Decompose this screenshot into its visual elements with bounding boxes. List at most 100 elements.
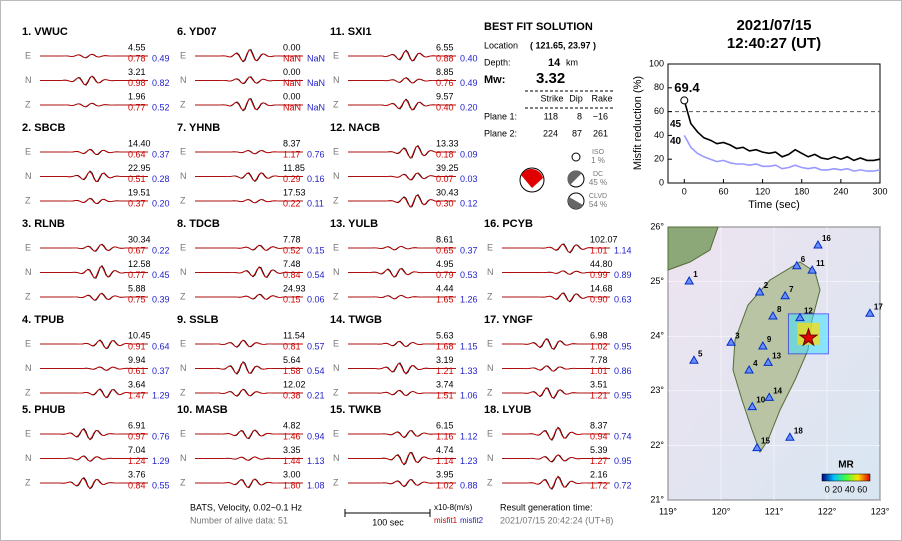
scale: 100 sec [372, 517, 404, 527]
misfit1: 0.38 [283, 390, 301, 400]
trace-syn [40, 102, 148, 108]
amplitude: 22.95 [128, 163, 151, 173]
amplitude: 39.25 [436, 163, 459, 173]
misfit1: 1.14 [436, 456, 454, 466]
trace-syn [348, 390, 456, 396]
misfit2: 0.37 [152, 149, 170, 159]
misfit2: 0.20 [460, 102, 478, 112]
component: Z [333, 195, 339, 205]
amplitude: 1.96 [128, 91, 146, 101]
misfit1: 1.02 [436, 480, 454, 490]
component: N [333, 75, 340, 85]
x-tick-label: 240 [833, 186, 848, 196]
misfit2: 0.95 [614, 390, 632, 400]
x-tick-label: 0 [682, 186, 687, 196]
gen-time: 2021/07/15 20:42:24 (UT+8) [500, 515, 613, 525]
misfit2: 0.74 [614, 431, 632, 441]
trace-syn [502, 292, 610, 302]
map-x-label: 123° [871, 506, 890, 516]
misfit2: 0.95 [614, 456, 632, 466]
solution: BEST FIT SOLUTION Location ( 121.65, 23.… [484, 21, 614, 210]
station-title: 12. NACB [330, 122, 380, 134]
misfit2: NaN [307, 53, 325, 63]
amplitude: 6.98 [590, 330, 608, 340]
misfit2: 1.06 [460, 390, 478, 400]
station-marker [780, 290, 790, 300]
misfit1: 1.17 [283, 149, 301, 159]
component: Z [25, 477, 31, 487]
trace-syn [40, 244, 148, 252]
misfit2: 0.12 [460, 198, 478, 208]
misfit1: 0.64 [128, 149, 146, 159]
time: 12:40:27 (UT) [727, 35, 821, 52]
misfit2: 0.09 [460, 149, 478, 159]
station-marker [684, 276, 695, 285]
colorbar-labels: 0 20 40 60 [825, 484, 868, 494]
plane-value: 224 [543, 128, 558, 138]
component: E [487, 242, 493, 252]
station-marker [813, 240, 823, 249]
component: E [25, 242, 31, 252]
misfit1: 0.30 [436, 198, 454, 208]
map-x-label: 121° [765, 506, 784, 516]
amplitude: 0.00 [283, 91, 301, 101]
misfit2: 0.76 [307, 149, 325, 159]
component: Z [25, 99, 31, 109]
amplitude: 30.34 [128, 234, 151, 244]
station-title: 4. TPUB [22, 314, 64, 326]
date: 2021/07/15 [736, 17, 811, 34]
col-header: Dip [569, 93, 583, 103]
station-label: 7 [789, 285, 794, 294]
misfit2: 0.63 [614, 294, 632, 304]
misfit1: 0.65 [436, 245, 454, 255]
epicenter [798, 327, 819, 347]
misfit1: 0.79 [436, 270, 454, 280]
component: Z [180, 195, 186, 205]
station-label: 14 [773, 386, 782, 395]
station-title: 15. TWKB [330, 404, 381, 416]
amplitude: 3.64 [128, 379, 146, 389]
plane-value: 87 [572, 128, 582, 138]
misfit2: 1.33 [460, 366, 478, 376]
trace-syn [195, 293, 303, 300]
component: Z [25, 387, 31, 397]
component: E [180, 428, 186, 438]
component: E [25, 428, 31, 438]
amplitude: 4.55 [128, 42, 146, 52]
station-marker [807, 265, 818, 274]
misfit1: 0.15 [283, 294, 301, 304]
iso-icon [571, 152, 581, 162]
trace-syn [40, 266, 148, 279]
y-label: Misfit reduction (%) [632, 76, 644, 170]
comp-name: DC [593, 171, 603, 178]
trace-syn [348, 99, 456, 111]
station-label: 16 [822, 234, 831, 243]
amplitude: 4.74 [436, 445, 454, 455]
station-title: 17. YNGF [484, 314, 533, 326]
misfit1: 0.81 [283, 341, 301, 351]
comp-pct: 54 % [589, 200, 607, 209]
comp-name: CLVD [589, 193, 607, 200]
trace-syn [348, 77, 456, 84]
component: Z [333, 99, 339, 109]
component: E [333, 428, 339, 438]
component: E [25, 146, 31, 156]
component: Z [333, 477, 339, 487]
amplitude: 3.51 [590, 379, 608, 389]
series-line [683, 135, 881, 172]
station-title: 11. SXI1 [330, 26, 372, 38]
trace-syn [348, 173, 456, 181]
trace-syn [195, 429, 303, 439]
misfit1: 0.76 [436, 78, 454, 88]
misfit2: NaN [307, 102, 325, 112]
misfit2: NaN [307, 78, 325, 88]
misfit2: 0.06 [307, 294, 325, 304]
misfit1: 1.72 [590, 480, 608, 490]
annotation: 40 [670, 136, 682, 147]
misfit1: NaN [283, 53, 301, 63]
component: E [25, 338, 31, 348]
amplitude: 11.85 [283, 163, 305, 173]
value: ( 121.65, 23.97 ) [530, 40, 596, 50]
trace-syn [40, 293, 148, 301]
misfit1: 0.98 [128, 78, 146, 88]
